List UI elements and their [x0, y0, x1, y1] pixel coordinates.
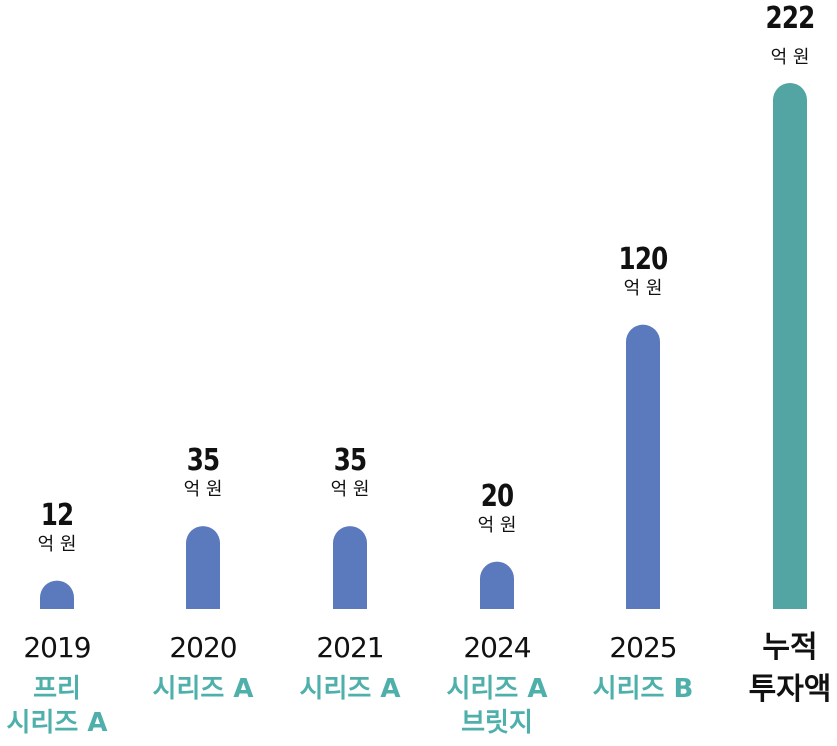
value-unit-2024: 억 원 — [477, 514, 517, 536]
year-label-2021: 2021 — [316, 631, 384, 664]
value-label-cumulative: 222 — [765, 1, 816, 36]
round-label-2025-0: 시리즈 B — [592, 674, 694, 704]
bar-2020 — [186, 526, 220, 609]
value-unit-2019: 억 원 — [37, 533, 77, 555]
value-unit-2025: 억 원 — [623, 277, 663, 299]
round-label-2024-1: 브릿지 — [461, 708, 533, 738]
value-label-2020: 35 — [186, 443, 220, 479]
round-label-2024-0: 시리즈 A — [446, 674, 548, 704]
year-label-2025: 2025 — [609, 631, 677, 664]
cumulative-label-1: 투자액 — [748, 672, 832, 707]
value-label-2025: 120 — [618, 241, 669, 277]
value-label-2024: 20 — [480, 478, 514, 514]
year-label-2024: 2024 — [463, 631, 531, 664]
year-label-2020: 2020 — [169, 631, 237, 664]
value-unit-cumulative: 억 원 — [770, 47, 810, 68]
round-label-2019-0: 프리 — [33, 674, 81, 704]
cumulative-label-0: 누적 — [762, 630, 818, 665]
bar-cumulative — [773, 83, 807, 609]
value-label-2021: 35 — [333, 443, 367, 479]
round-label-2019-1: 시리즈 A — [6, 708, 108, 738]
round-label-2021-0: 시리즈 A — [299, 674, 401, 704]
value-unit-2020: 억 원 — [183, 479, 223, 501]
bar-2025 — [626, 324, 660, 609]
year-label-2019: 2019 — [23, 631, 91, 664]
value-unit-2021: 억 원 — [330, 479, 370, 501]
value-label-2019: 12 — [40, 497, 74, 533]
bar-2021 — [333, 526, 367, 609]
bar-2019 — [40, 580, 74, 609]
bar-2024 — [480, 561, 514, 609]
round-label-2020-0: 시리즈 A — [152, 674, 254, 704]
